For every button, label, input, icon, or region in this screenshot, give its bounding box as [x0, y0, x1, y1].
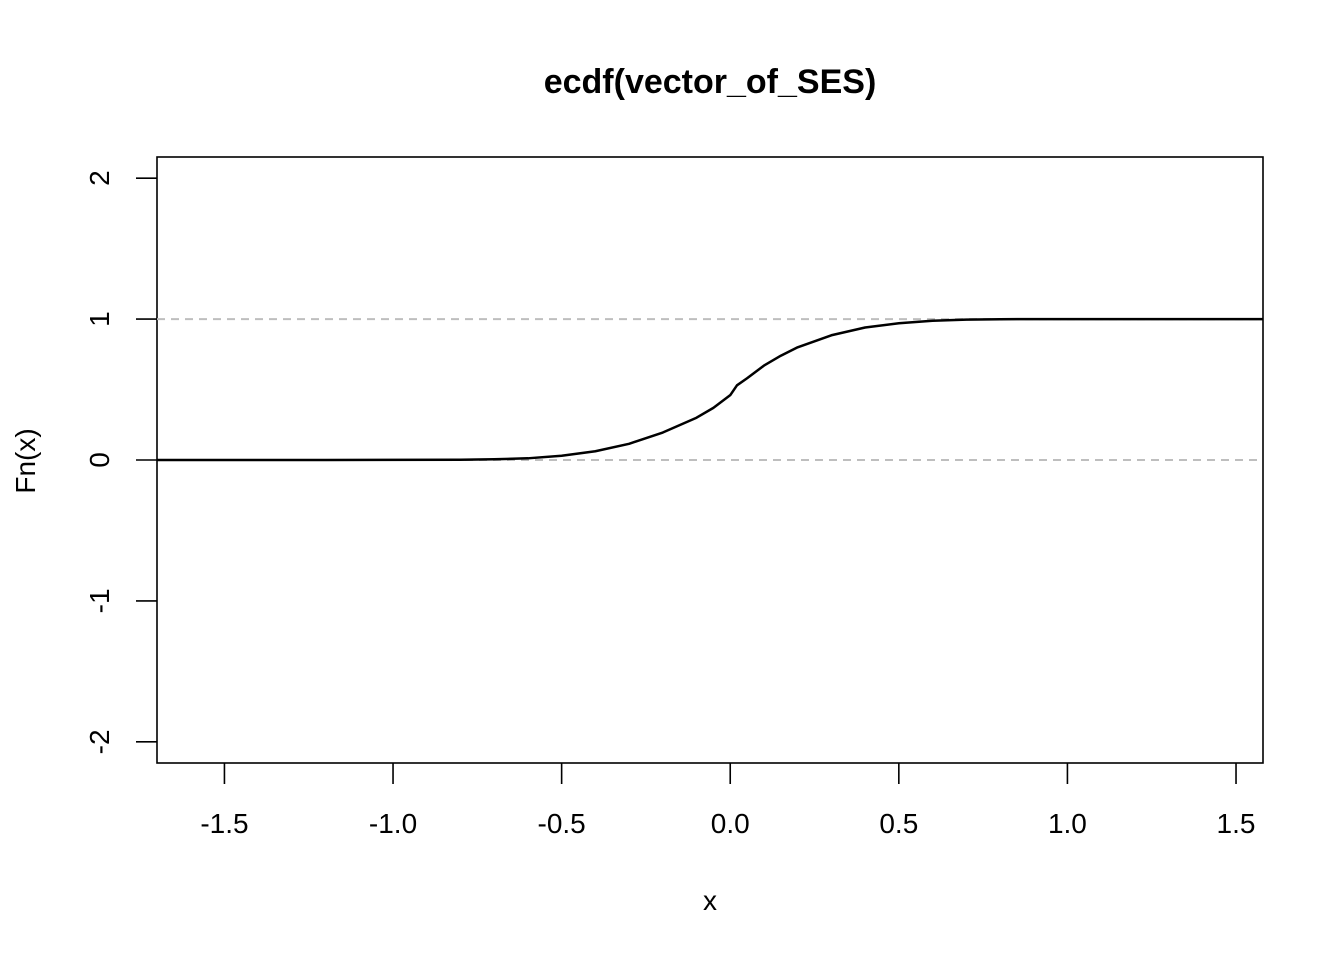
ecdf-line — [157, 317, 1263, 462]
series-group — [157, 317, 1263, 462]
y-axis: -2 -1 0 1 2 — [84, 170, 157, 754]
y-tick-label: -1 — [84, 588, 115, 613]
x-tick-label: -1.0 — [369, 808, 417, 839]
x-tick-label: 1.5 — [1217, 808, 1256, 839]
y-axis-label: Fn(x) — [10, 428, 41, 493]
y-tick-label: -2 — [84, 729, 115, 754]
x-axis-label: x — [703, 885, 717, 916]
x-axis: -1.5 -1.0 -0.5 0.0 0.5 1.0 1.5 — [200, 763, 1255, 839]
x-tick-label: 0.0 — [711, 808, 750, 839]
x-tick-label: 1.0 — [1048, 808, 1087, 839]
x-tick-label: -1.5 — [200, 808, 248, 839]
y-tick-label: 1 — [84, 311, 115, 327]
y-tick-label: 2 — [84, 170, 115, 186]
x-tick-label: -0.5 — [538, 808, 586, 839]
reference-lines — [157, 318, 1263, 461]
chart-title: ecdf(vector_of_SES) — [544, 63, 877, 101]
x-tick-label: 0.5 — [879, 808, 918, 839]
y-tick-label: 0 — [84, 452, 115, 468]
